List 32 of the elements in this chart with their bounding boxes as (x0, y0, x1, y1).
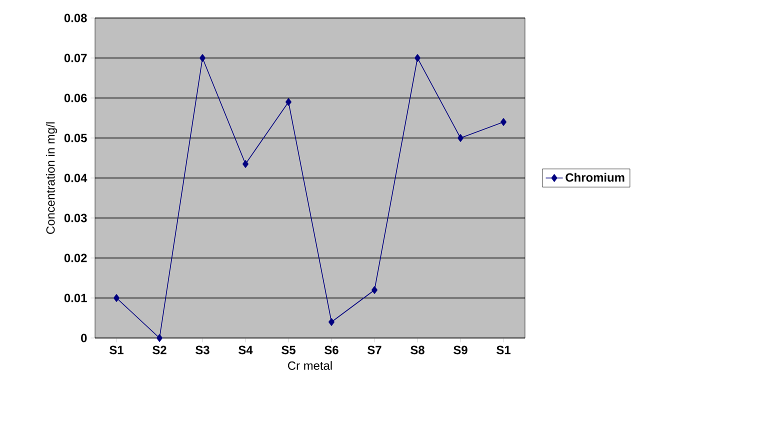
x-tick-label: S7 (368, 346, 382, 354)
point (199, 54, 206, 62)
y-tick-label: 0 (81, 334, 87, 342)
y-tick-label: 0.08 (64, 14, 87, 22)
point (242, 160, 249, 168)
x-tick-label: S5 (282, 346, 296, 354)
point (156, 334, 163, 342)
y-tick-label: 0.07 (64, 54, 87, 62)
y-tick-label: 0.04 (64, 174, 88, 182)
x-tick-label: S2 (152, 346, 166, 354)
x-tick-label: S6 (324, 346, 338, 354)
x-tick-label: S9 (454, 346, 468, 354)
y-tick-label: 0.01 (64, 294, 87, 302)
point (457, 134, 464, 142)
point (328, 318, 335, 326)
point (414, 54, 421, 62)
point (113, 294, 120, 302)
x-tick-label: S1 (110, 346, 124, 354)
point (371, 286, 378, 294)
point (285, 98, 292, 106)
x-axis-title: Cr metal (288, 361, 332, 370)
x-tick-label: S4 (238, 346, 253, 354)
point (500, 118, 507, 126)
y-tick-label: 0.06 (64, 94, 87, 102)
y-tick-label: 0.02 (64, 254, 87, 262)
x-tick-label: S3 (196, 346, 210, 354)
x-tick-label: S1 (496, 346, 510, 354)
legend-label: Chromium (566, 172, 624, 182)
x-tick-label: S8 (410, 346, 424, 354)
y-tick-label: 0.03 (64, 214, 87, 222)
y-tick-label: 0.05 (64, 134, 87, 142)
y-axis-title: Concentration in mg/l (46, 122, 58, 234)
